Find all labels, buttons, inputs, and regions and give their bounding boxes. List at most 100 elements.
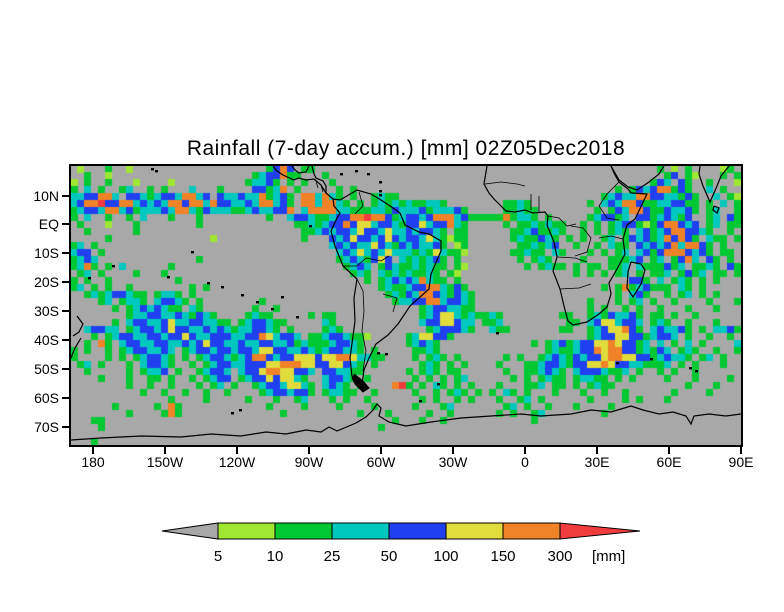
lat-tick <box>62 281 69 283</box>
lon-tick <box>740 447 742 454</box>
lat-tick-label: 70S <box>34 419 59 435</box>
island-dot <box>650 358 653 361</box>
island-dot <box>367 173 370 176</box>
colorbar-segment <box>502 522 561 540</box>
lon-tick-label: 90W <box>294 454 324 470</box>
lat-tick-label: EQ <box>38 216 59 232</box>
lat-tick-label: 30S <box>34 303 59 319</box>
coastline-path <box>626 261 646 299</box>
island-dot <box>616 362 619 365</box>
island-dot <box>379 194 382 197</box>
coastline-path <box>698 166 730 204</box>
country-border-path <box>570 225 592 257</box>
lon-tick <box>308 447 310 454</box>
island-dot <box>379 190 382 193</box>
island-dot <box>355 170 358 173</box>
island-dot <box>88 277 91 280</box>
lat-tick-label: 40S <box>34 332 59 348</box>
island-dot <box>151 168 154 171</box>
colorbar-level-label: 5 <box>214 548 222 565</box>
lat-tick-label: 10S <box>34 245 59 261</box>
lon-tick <box>596 447 598 454</box>
colorbar-level-label: 10 <box>267 548 284 565</box>
colorbar: 5 10 25 50 100 150 300 [mm] <box>161 522 641 565</box>
coastline-path <box>71 403 741 441</box>
colorbar-level-label: 25 <box>324 548 341 565</box>
country-border-path <box>382 293 398 313</box>
island-dot <box>167 276 170 279</box>
lon-tick-label: 60W <box>366 454 396 470</box>
lat-tick-label: 20S <box>34 274 59 290</box>
lon-tick <box>668 447 670 454</box>
lat-tick <box>62 426 69 428</box>
coastline-path <box>291 166 310 174</box>
country-border-path <box>354 191 364 215</box>
island-dot <box>241 294 244 297</box>
island-dot <box>231 412 234 415</box>
country-border-path <box>343 255 390 267</box>
map-plot-area: 10N EQ 10S 20S 30S 40S 50S 60S 70S 180 150W 120W 90… <box>33 164 753 470</box>
coastlines-overlay <box>71 166 741 441</box>
lon-tick-label: 120W <box>218 454 256 470</box>
lon-tick-label: 30W <box>438 454 468 470</box>
coastline-path <box>72 315 84 337</box>
colorbar-level-label: 100 <box>433 548 458 565</box>
lon-tick <box>524 447 526 454</box>
country-border-path <box>315 180 319 189</box>
colorbar-segment <box>217 522 276 540</box>
lon-tick <box>92 447 94 454</box>
coastline-path <box>311 166 327 193</box>
island-dot <box>496 332 499 335</box>
colorbar-level-label: 300 <box>547 548 572 565</box>
lon-tick-label: 60E <box>656 454 682 470</box>
coastline-path <box>330 189 442 390</box>
island-dot <box>155 170 158 173</box>
coastline-path <box>272 166 334 200</box>
lon-tick-label: 30E <box>584 454 610 470</box>
lon-tick <box>164 447 166 454</box>
island-dot <box>437 383 440 386</box>
lon-tick <box>380 447 382 454</box>
plot-title: Rainfall (7-day accum.) [mm] 02Z05Dec201… <box>186 137 626 160</box>
lon-tick-label: 180 <box>81 454 105 470</box>
land-fill-polygon <box>351 373 370 393</box>
lat-tick <box>62 223 69 225</box>
country-border-path <box>547 215 577 227</box>
lon-tick-label: 150W <box>146 454 184 470</box>
coastline-path <box>610 166 665 191</box>
colorbar-segment <box>331 522 390 540</box>
island-dot <box>419 400 422 403</box>
island-dot <box>379 181 382 184</box>
lat-tick <box>62 368 69 370</box>
lat-tick-label: 10N <box>33 188 59 204</box>
lon-tick <box>236 447 238 454</box>
island-dot <box>340 173 343 176</box>
island-dot <box>281 296 284 299</box>
island-dot <box>191 251 194 254</box>
colorbar-segment <box>274 522 333 540</box>
coastline-path <box>483 166 648 326</box>
island-dot <box>385 353 388 356</box>
colorbar-above-max-arrow <box>559 522 641 540</box>
lat-tick <box>62 195 69 197</box>
island-dot <box>207 282 210 285</box>
country-border-path <box>356 278 367 372</box>
colorbar-below-min-arrow <box>161 522 219 540</box>
colorbar-unit-label: [mm] <box>592 548 625 565</box>
lat-tick-label: 60S <box>34 390 59 406</box>
island-dot <box>296 316 299 319</box>
island-dot <box>221 286 224 289</box>
coastline-path <box>71 337 82 359</box>
colorbar-segment <box>445 522 504 540</box>
island-dot <box>309 225 312 228</box>
island-dot <box>271 308 274 311</box>
country-border-path <box>598 235 624 240</box>
country-border-path <box>556 256 588 263</box>
colorbar-level-label: 150 <box>490 548 515 565</box>
lat-tick <box>62 252 69 254</box>
lon-tick-label: 90E <box>728 454 754 470</box>
island-dot <box>695 370 698 373</box>
country-border-path <box>598 181 620 221</box>
country-border-path <box>320 184 324 193</box>
